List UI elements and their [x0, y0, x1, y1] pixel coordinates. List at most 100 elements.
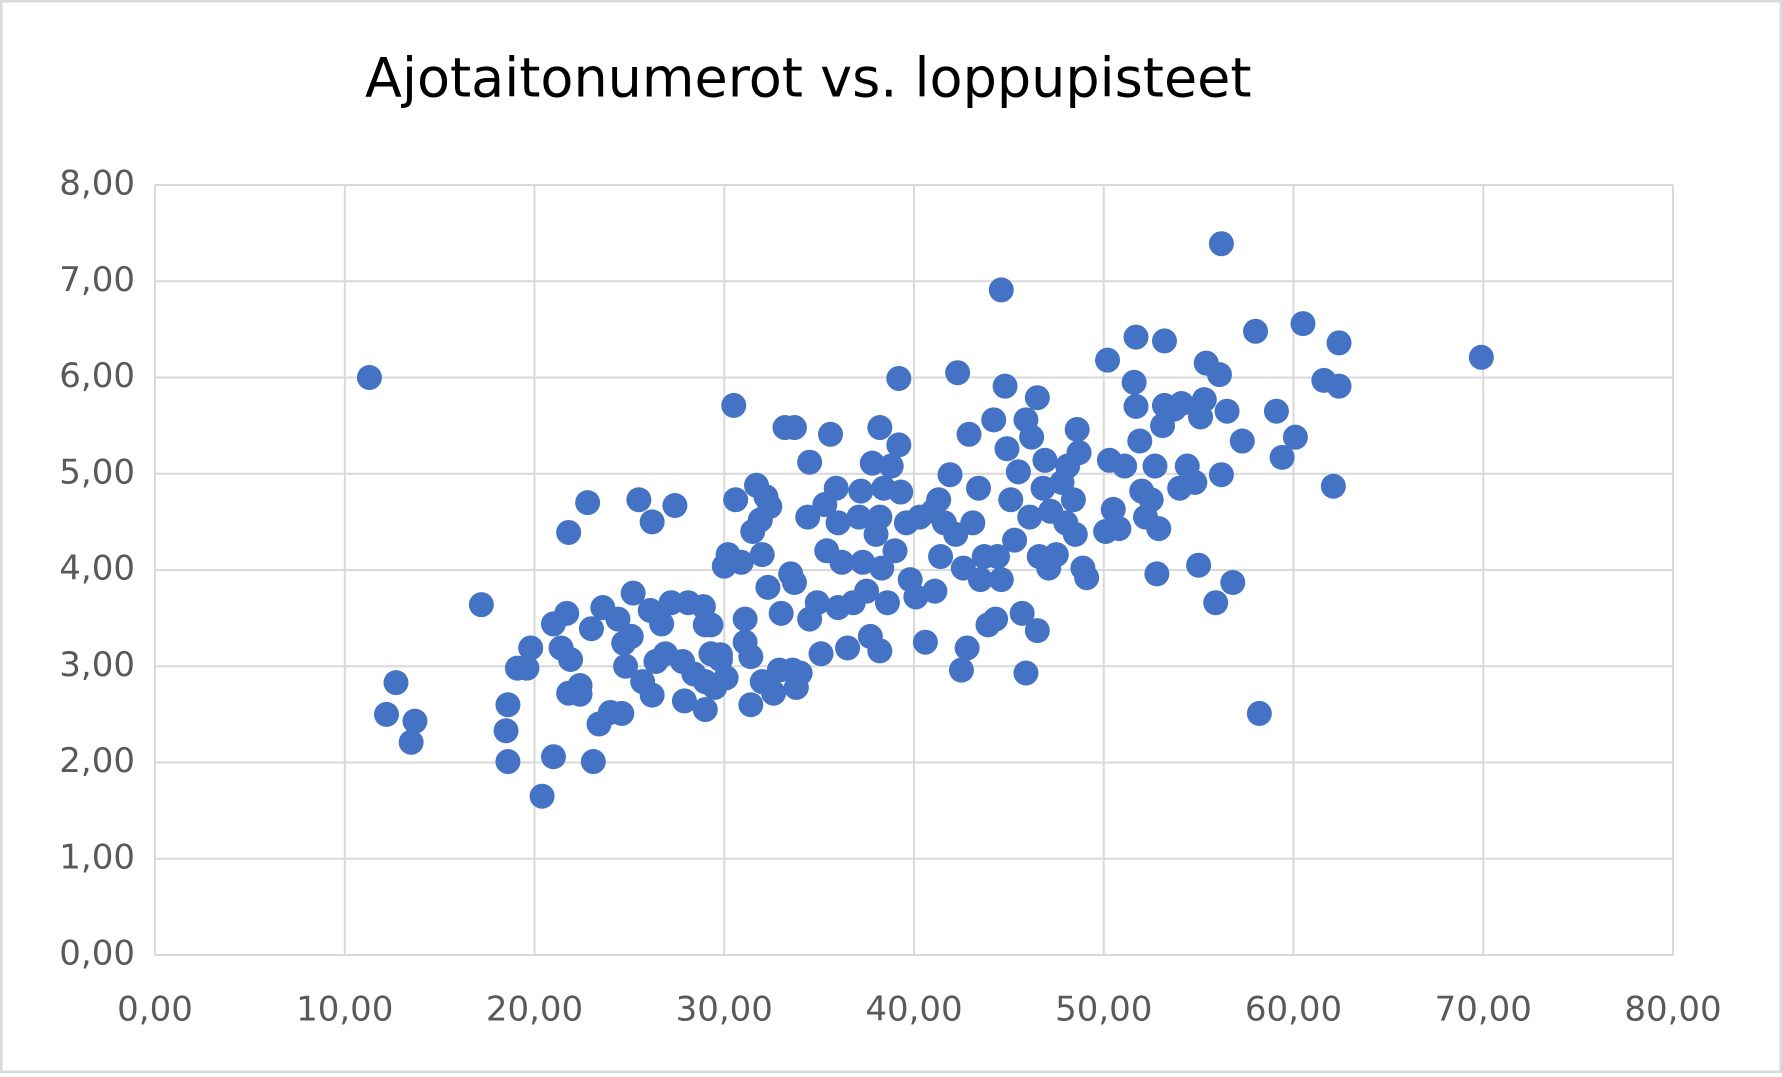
x-tick-label: 20,00	[486, 990, 583, 1030]
point	[967, 567, 993, 593]
point	[495, 692, 521, 718]
point	[1009, 600, 1035, 626]
point	[671, 688, 697, 714]
point	[998, 487, 1024, 513]
point	[732, 606, 758, 632]
point	[1043, 542, 1069, 568]
y-tick-label: 0,00	[59, 934, 135, 974]
point	[867, 415, 893, 441]
point	[556, 519, 582, 545]
x-tick-label: 80,00	[1624, 990, 1721, 1030]
point	[1142, 453, 1168, 479]
point	[988, 277, 1014, 303]
point	[795, 504, 821, 530]
point	[797, 449, 823, 475]
point	[1246, 700, 1272, 726]
point	[373, 701, 399, 727]
y-tick-label: 8,00	[59, 164, 135, 204]
point	[992, 373, 1018, 399]
point	[937, 462, 963, 488]
point	[1106, 516, 1132, 542]
point	[886, 432, 912, 458]
point	[1151, 328, 1177, 354]
point	[618, 623, 644, 649]
point	[738, 644, 764, 670]
point	[1121, 369, 1147, 395]
point	[1146, 516, 1172, 542]
y-tick-label: 5,00	[59, 452, 135, 492]
point	[1013, 660, 1039, 686]
point	[558, 647, 584, 673]
point	[1468, 344, 1494, 370]
point	[1030, 475, 1056, 501]
point	[1326, 373, 1352, 399]
y-tick-label: 4,00	[59, 549, 135, 589]
point	[846, 504, 872, 530]
point	[1186, 552, 1212, 578]
x-tick-label: 70,00	[1435, 990, 1532, 1030]
point	[1002, 527, 1028, 553]
point	[859, 450, 885, 476]
chart-title: Ajotaitonumerot vs. loppupisteet	[365, 47, 1252, 110]
point	[825, 510, 851, 536]
point	[781, 415, 807, 441]
point	[1282, 424, 1308, 450]
point	[867, 638, 893, 664]
point	[658, 590, 684, 616]
point	[626, 487, 652, 513]
point	[848, 478, 874, 504]
point	[922, 578, 948, 604]
point	[1100, 496, 1126, 522]
point	[1320, 473, 1346, 499]
point	[639, 509, 665, 535]
point	[1074, 565, 1100, 591]
point	[994, 436, 1020, 462]
point	[945, 360, 971, 386]
point	[692, 697, 718, 723]
point	[854, 578, 880, 604]
point	[818, 421, 844, 447]
point	[554, 600, 580, 626]
point	[903, 584, 929, 610]
point	[1203, 590, 1229, 616]
point	[960, 510, 986, 536]
point	[1326, 330, 1352, 356]
point	[1243, 318, 1269, 344]
point	[948, 657, 974, 683]
point	[755, 574, 781, 600]
point	[620, 580, 646, 606]
point	[1112, 453, 1138, 479]
x-tick-label: 30,00	[676, 990, 773, 1030]
point	[749, 542, 775, 568]
point	[1191, 387, 1217, 413]
point	[738, 692, 764, 718]
point	[1032, 447, 1058, 473]
point	[1064, 416, 1090, 442]
point	[575, 490, 601, 516]
point	[882, 538, 908, 564]
point	[867, 504, 893, 530]
point	[781, 570, 807, 596]
y-tick-label: 3,00	[59, 645, 135, 685]
point	[888, 479, 914, 505]
point	[981, 407, 1007, 433]
point	[983, 606, 1009, 632]
point	[874, 590, 900, 616]
point	[1060, 487, 1086, 513]
point	[1144, 561, 1170, 587]
point	[468, 592, 494, 618]
point	[662, 493, 688, 519]
point	[639, 682, 665, 708]
point	[567, 681, 593, 707]
point	[398, 729, 424, 755]
point	[1208, 462, 1234, 488]
point	[823, 475, 849, 501]
point	[609, 700, 635, 726]
point	[1269, 444, 1295, 470]
point	[886, 365, 912, 391]
point	[1123, 393, 1149, 419]
y-tick-label: 6,00	[59, 356, 135, 396]
point	[928, 544, 954, 570]
